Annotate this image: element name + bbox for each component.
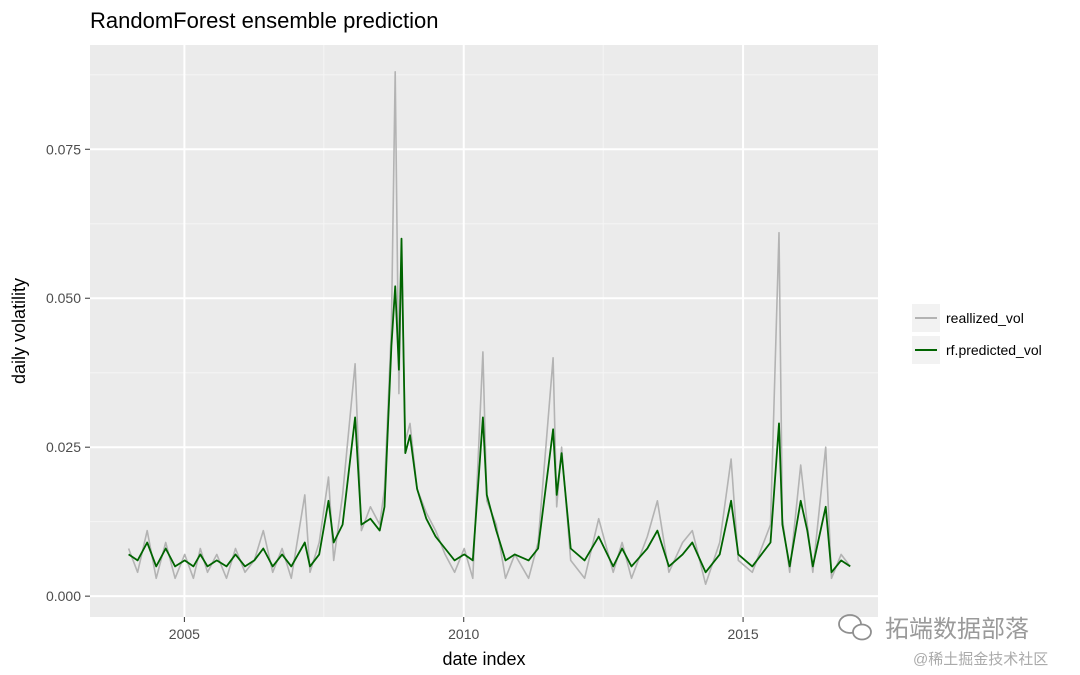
series-line-reallized-vol xyxy=(127,71,851,585)
y-tick-label: 0.000 xyxy=(46,588,81,604)
watermark-logo: 拓端数据部落 @稀土掘金技术社区 xyxy=(838,614,1048,668)
watermark-platform: @稀土掘金技术社区 xyxy=(913,651,1048,668)
x-tick-label: 2010 xyxy=(448,626,479,642)
legend-label: rf.predicted_vol xyxy=(946,342,1042,358)
x-tick-label: 2015 xyxy=(727,626,758,642)
y-tick-label: 0.050 xyxy=(46,290,81,306)
series-layer xyxy=(127,71,851,585)
major-gridlines xyxy=(90,45,878,617)
wechat-icon xyxy=(838,614,872,641)
x-tick-label: 2005 xyxy=(169,626,200,642)
chart-title: RandomForest ensemble prediction xyxy=(90,8,439,33)
minor-gridlines xyxy=(90,45,878,617)
x-axis: 2005 2010 2015 xyxy=(169,617,759,642)
legend: reallized_vol rf.predicted_vol xyxy=(912,304,1042,364)
watermark-brand: 拓端数据部落 xyxy=(885,616,1029,643)
plot-panel xyxy=(90,45,878,617)
y-axis: 0.000 0.025 0.050 0.075 xyxy=(46,141,90,604)
y-tick-label: 0.075 xyxy=(46,141,81,157)
y-axis-title: daily volatility xyxy=(9,278,29,384)
series-line-rf-predicted-vol xyxy=(128,237,851,574)
x-axis-title: date index xyxy=(442,649,525,669)
y-tick-label: 0.025 xyxy=(46,439,81,455)
legend-label: reallized_vol xyxy=(946,310,1024,326)
